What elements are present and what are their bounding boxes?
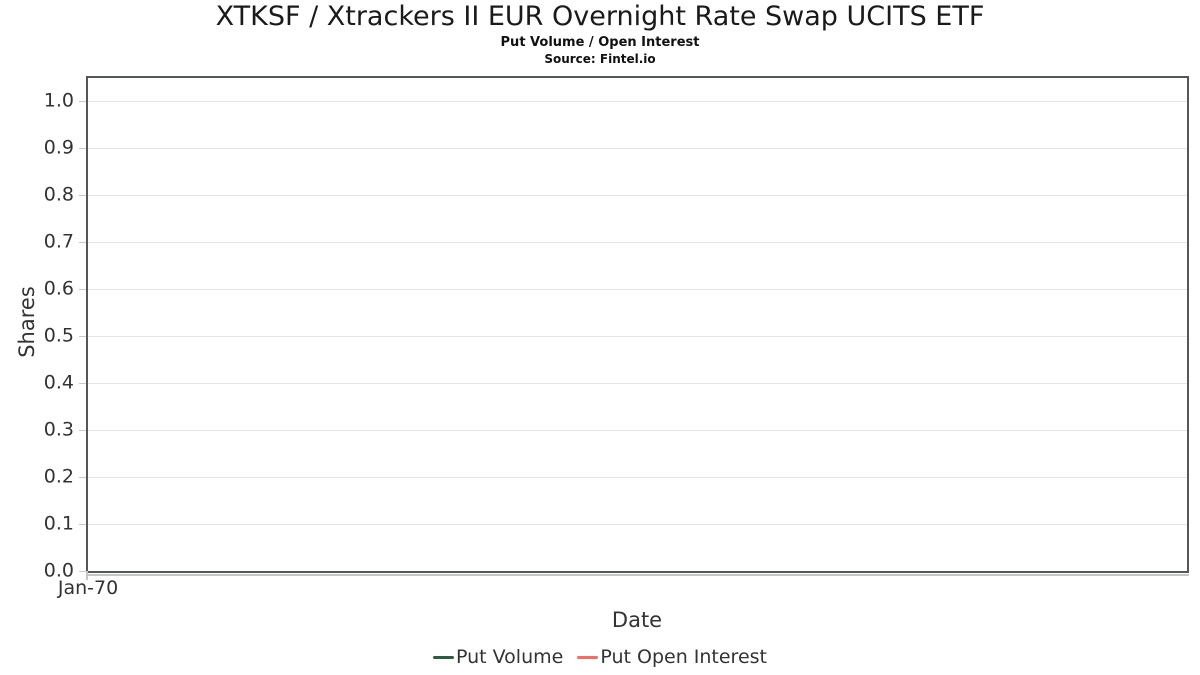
y-tick-label: 0.3 (43, 418, 74, 441)
legend: Put Volume Put Open Interest (0, 646, 1200, 668)
y-tick-mark (79, 148, 86, 149)
y-tick-label: 0.7 (43, 230, 74, 253)
gridline (88, 336, 1187, 337)
y-tick-mark (79, 336, 86, 337)
gridline (88, 383, 1187, 384)
chart-source: Source: Fintel.io (544, 52, 656, 66)
y-tick-mark (79, 195, 86, 196)
gridline (88, 148, 1187, 149)
y-tick-mark (79, 430, 86, 431)
gridline (88, 195, 1187, 196)
y-tick-mark (79, 242, 86, 243)
y-tick-mark (79, 477, 86, 478)
y-tick-label: 0.8 (43, 183, 74, 206)
y-tick-label: 0.2 (43, 465, 74, 488)
gridline (88, 289, 1187, 290)
y-tick-label: 0.9 (43, 136, 74, 159)
y-tick-mark (79, 571, 86, 572)
y-tick-label: 0.6 (43, 277, 74, 300)
y-tick-label: 0.1 (43, 512, 74, 535)
legend-label: Put Volume (456, 646, 564, 668)
y-tick-label: 0.0 (43, 559, 74, 582)
legend-swatch-icon (433, 655, 454, 659)
gridline (88, 524, 1187, 525)
gridline (88, 430, 1187, 431)
y-tick-mark (79, 383, 86, 384)
gridline (88, 477, 1187, 478)
y-tick-mark (79, 289, 86, 290)
legend-item[interactable]: Put Open Interest (577, 646, 767, 668)
x-tick-mark (86, 571, 88, 580)
x-tick-label: Jan-70 (57, 577, 119, 599)
chart-title: XTKSF / Xtrackers II EUR Overnight Rate … (215, 1, 985, 32)
gridline (88, 101, 1187, 102)
x-axis-title: Date (611, 608, 663, 632)
chart-subtitle: Put Volume / Open Interest (500, 35, 700, 50)
plot-area: 0.0 0.1 0.2 0.3 0.4 0.5 0.6 0.7 0.8 0.9 1.0 Jan-70 (44, 76, 1189, 598)
y-tick-mark (79, 101, 86, 102)
y-tick-label: 0.5 (43, 324, 74, 347)
y-tick-label: 1.0 (43, 89, 74, 112)
y-tick-mark (79, 524, 86, 525)
y-tick-label: 0.4 (43, 371, 74, 394)
legend-item[interactable]: Put Volume (433, 646, 563, 668)
legend-label: Put Open Interest (600, 646, 767, 668)
x-axis-line (86, 574, 1189, 576)
gridline (88, 242, 1187, 243)
legend-swatch-icon (577, 655, 599, 659)
